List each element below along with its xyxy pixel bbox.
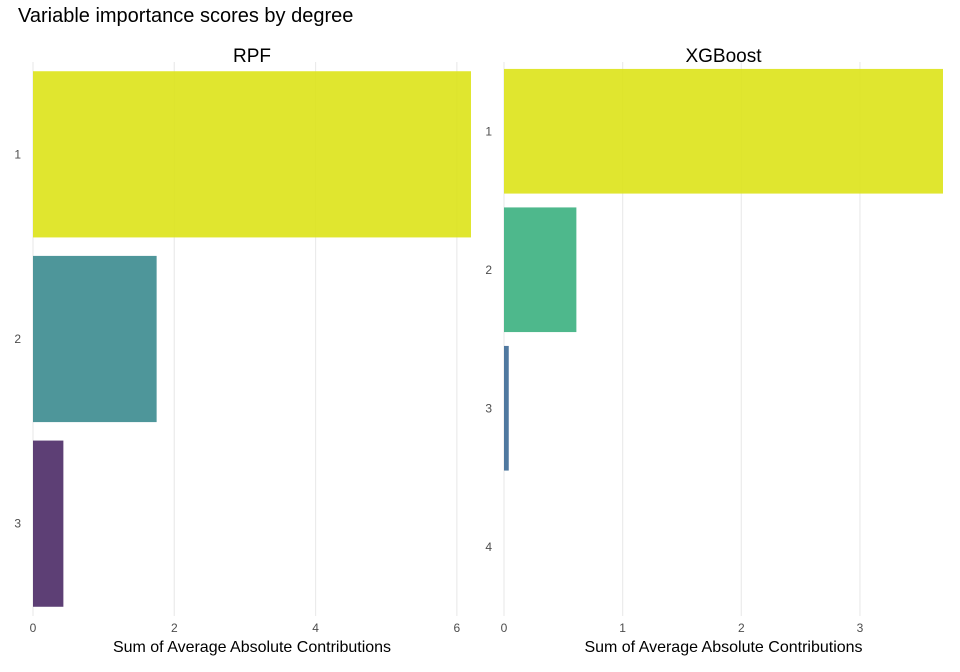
bar[interactable]: [33, 440, 64, 607]
y-tick-label: 3: [14, 517, 21, 531]
x-tick-label: 1: [619, 621, 626, 635]
x-tick-label: 0: [501, 621, 508, 635]
bar[interactable]: [504, 345, 509, 471]
y-tick-label: 2: [485, 263, 492, 277]
bar[interactable]: [33, 255, 157, 423]
facet-panel-0: 0 2 4 6 1 2 3 RPF Sum of Average Absolute Contri…: [14, 46, 471, 656]
x-tick-label: 0: [30, 621, 37, 635]
bar[interactable]: [504, 207, 577, 333]
bar[interactable]: [33, 71, 471, 238]
y-tick-label: 3: [485, 401, 492, 415]
x-axis-title: Sum of Average Absolute Contributions: [113, 639, 391, 656]
x-tick-label: 6: [454, 621, 461, 635]
y-tick-label: 1: [14, 147, 21, 161]
x-axis-title: Sum of Average Absolute Contributions: [584, 639, 862, 656]
x-tick-label: 2: [738, 621, 745, 635]
x-tick-label: 4: [312, 621, 319, 635]
y-tick-label: 2: [14, 332, 21, 346]
facet-title: XGBoost: [685, 46, 762, 67]
bar[interactable]: [504, 68, 943, 194]
y-tick-label: 1: [485, 124, 492, 138]
y-tick-label: 4: [485, 540, 492, 554]
facet-title: RPF: [233, 46, 271, 67]
x-tick-label: 3: [857, 621, 864, 635]
facet-panel-1: 0 1 2 3 1 2 3 4 XGBoost Sum of Average Absolute C…: [485, 46, 943, 656]
x-tick-label: 2: [171, 621, 178, 635]
chart-title: Variable importance scores by degree: [18, 5, 354, 27]
